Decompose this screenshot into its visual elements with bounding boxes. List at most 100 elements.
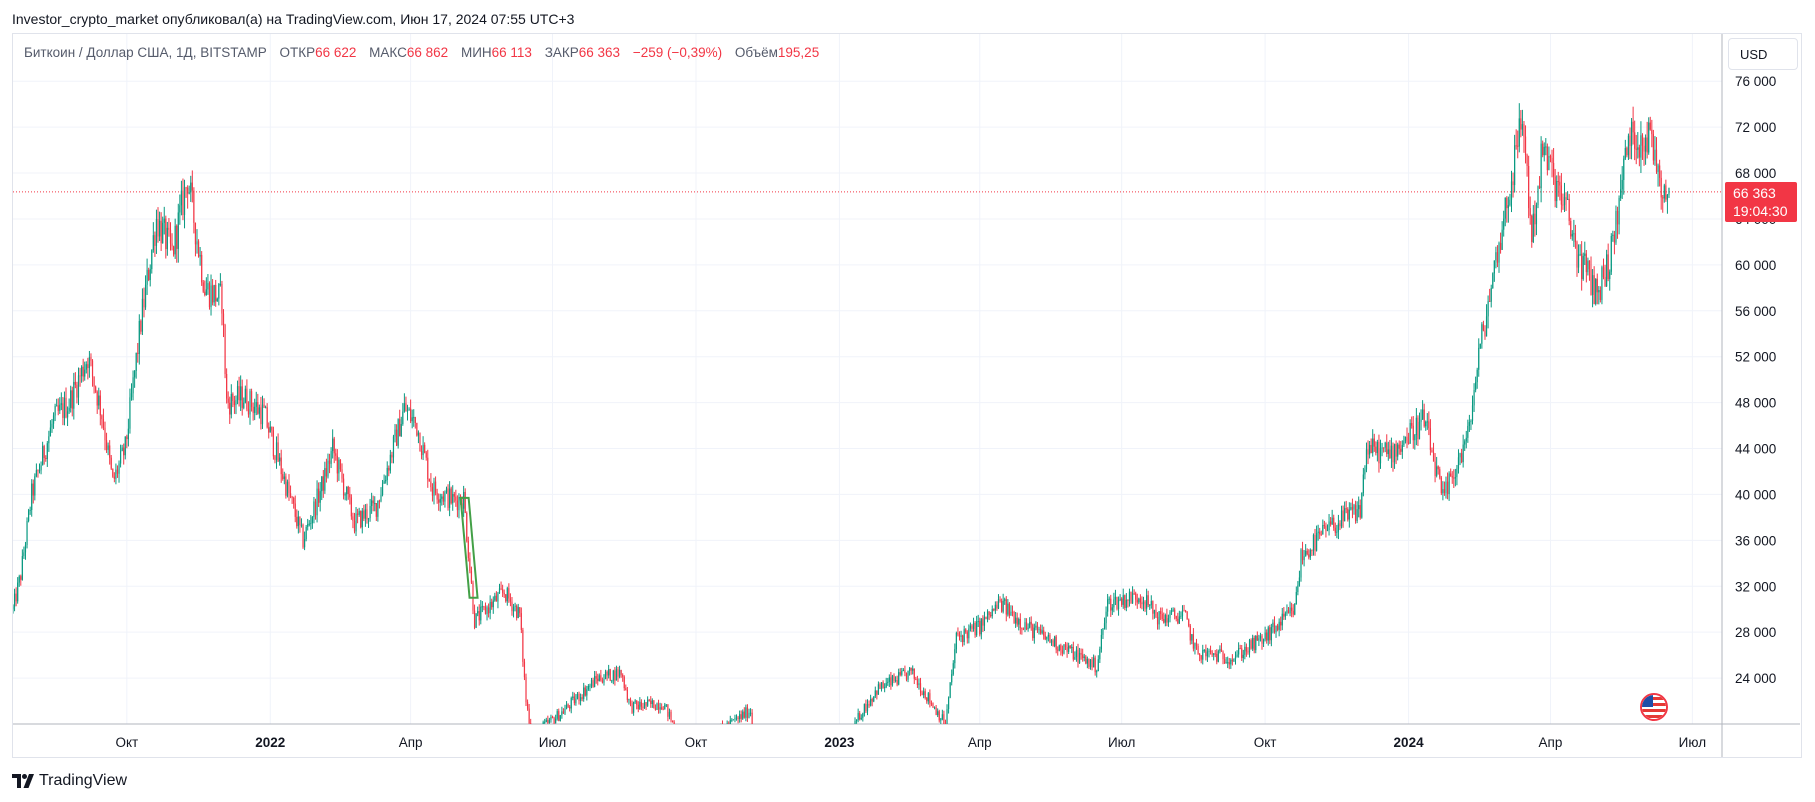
candle-body <box>1591 275 1594 295</box>
candle-body <box>77 375 80 398</box>
candle-body <box>1457 457 1460 469</box>
candle-body <box>300 524 303 526</box>
publisher-name[interactable]: Investor_crypto_market <box>12 11 159 27</box>
candle-body <box>1297 585 1299 593</box>
candle-body <box>179 205 181 213</box>
candle-body <box>274 456 276 461</box>
candle-body <box>1295 592 1297 604</box>
candle-body <box>433 481 435 496</box>
candle-body <box>282 474 284 479</box>
candle-body <box>862 713 864 718</box>
candle-body <box>1152 601 1154 614</box>
candle-body <box>985 616 987 620</box>
candle-body <box>829 755 830 762</box>
candle-body <box>1121 598 1123 605</box>
candle-body <box>417 432 420 436</box>
candle-body <box>388 467 390 471</box>
candle-body <box>742 711 744 719</box>
candle-body <box>890 677 892 686</box>
candle-body <box>716 733 717 737</box>
candle-body <box>470 571 473 583</box>
candle-body <box>361 510 363 528</box>
candle-body <box>836 759 837 760</box>
candle-body <box>158 220 161 237</box>
candle-body <box>1485 316 1488 337</box>
candle-body <box>1147 595 1149 606</box>
symbol-description[interactable]: Биткоин / Доллар США, 1Д, BITSTAMP <box>24 45 267 60</box>
candle-body <box>438 499 440 503</box>
candle-body <box>1336 531 1338 533</box>
candle-body <box>190 182 192 193</box>
candle-body <box>1507 205 1509 209</box>
candle-body <box>143 298 145 308</box>
candle-body <box>516 605 518 619</box>
candle-body <box>558 711 560 721</box>
candle-body <box>1233 659 1235 662</box>
candle-body <box>517 607 519 619</box>
candle-body <box>583 687 585 699</box>
candle-body <box>811 755 812 757</box>
candle-body <box>400 423 402 437</box>
candle-body <box>661 707 663 710</box>
candle-body <box>1565 197 1567 200</box>
candle-body <box>1033 627 1035 639</box>
x-tick-label: 2023 <box>824 735 855 750</box>
candle-body <box>626 690 628 700</box>
candle-body <box>1102 628 1104 635</box>
candle-body <box>1652 134 1654 161</box>
candle-body <box>1501 229 1503 250</box>
candle-body <box>1378 441 1380 464</box>
candle-body <box>62 403 64 418</box>
site-link[interactable]: TradingView.com <box>285 11 393 27</box>
candle-body <box>1267 627 1269 641</box>
candle-body <box>1512 181 1514 186</box>
candle-body <box>357 513 359 515</box>
candle-body <box>54 405 56 416</box>
candle-body <box>240 386 242 401</box>
economic-event-flag-icon[interactable] <box>1640 693 1668 721</box>
candle-body <box>1493 260 1495 274</box>
candle-body <box>1146 595 1148 609</box>
candle-body <box>1612 234 1614 237</box>
candle-body <box>1526 155 1528 166</box>
candle-body <box>1255 635 1257 651</box>
candle-body <box>31 483 33 510</box>
candle-body <box>708 735 709 736</box>
candle-body <box>201 254 203 283</box>
candle-body <box>285 476 287 496</box>
candle-body <box>1422 409 1424 420</box>
candle-body <box>144 284 147 308</box>
y-tick-label: 36 000 <box>1735 533 1776 548</box>
candle-body <box>576 693 579 699</box>
candle-body <box>659 707 661 710</box>
candle-body <box>1052 640 1054 647</box>
currency-button[interactable]: USD <box>1728 38 1798 70</box>
candle-body <box>1131 593 1134 604</box>
candle-body <box>636 700 638 705</box>
candle-body <box>319 491 321 503</box>
candle-body <box>238 386 240 401</box>
candle-body <box>332 438 334 452</box>
candle-body <box>548 719 551 723</box>
candle-body <box>1238 648 1240 655</box>
candle-body <box>946 709 948 724</box>
candle-body <box>1386 442 1388 455</box>
candle-body <box>775 757 776 761</box>
candle-body <box>210 285 212 308</box>
candle-body <box>85 364 87 370</box>
candle-body <box>1499 242 1502 250</box>
candle-body <box>1478 347 1480 370</box>
candle-body <box>1574 233 1577 243</box>
candle-body <box>969 625 972 629</box>
candle-body <box>472 582 474 611</box>
candle-body <box>1021 627 1023 630</box>
candle-body <box>1375 446 1377 454</box>
tradingview-logo[interactable]: TradingView <box>12 772 127 790</box>
candle-body <box>842 752 843 763</box>
candle-body <box>735 717 738 719</box>
candle-body <box>224 324 226 375</box>
candle-body <box>279 457 281 462</box>
candle-body <box>495 595 497 602</box>
high-label: МАКС <box>369 45 407 60</box>
